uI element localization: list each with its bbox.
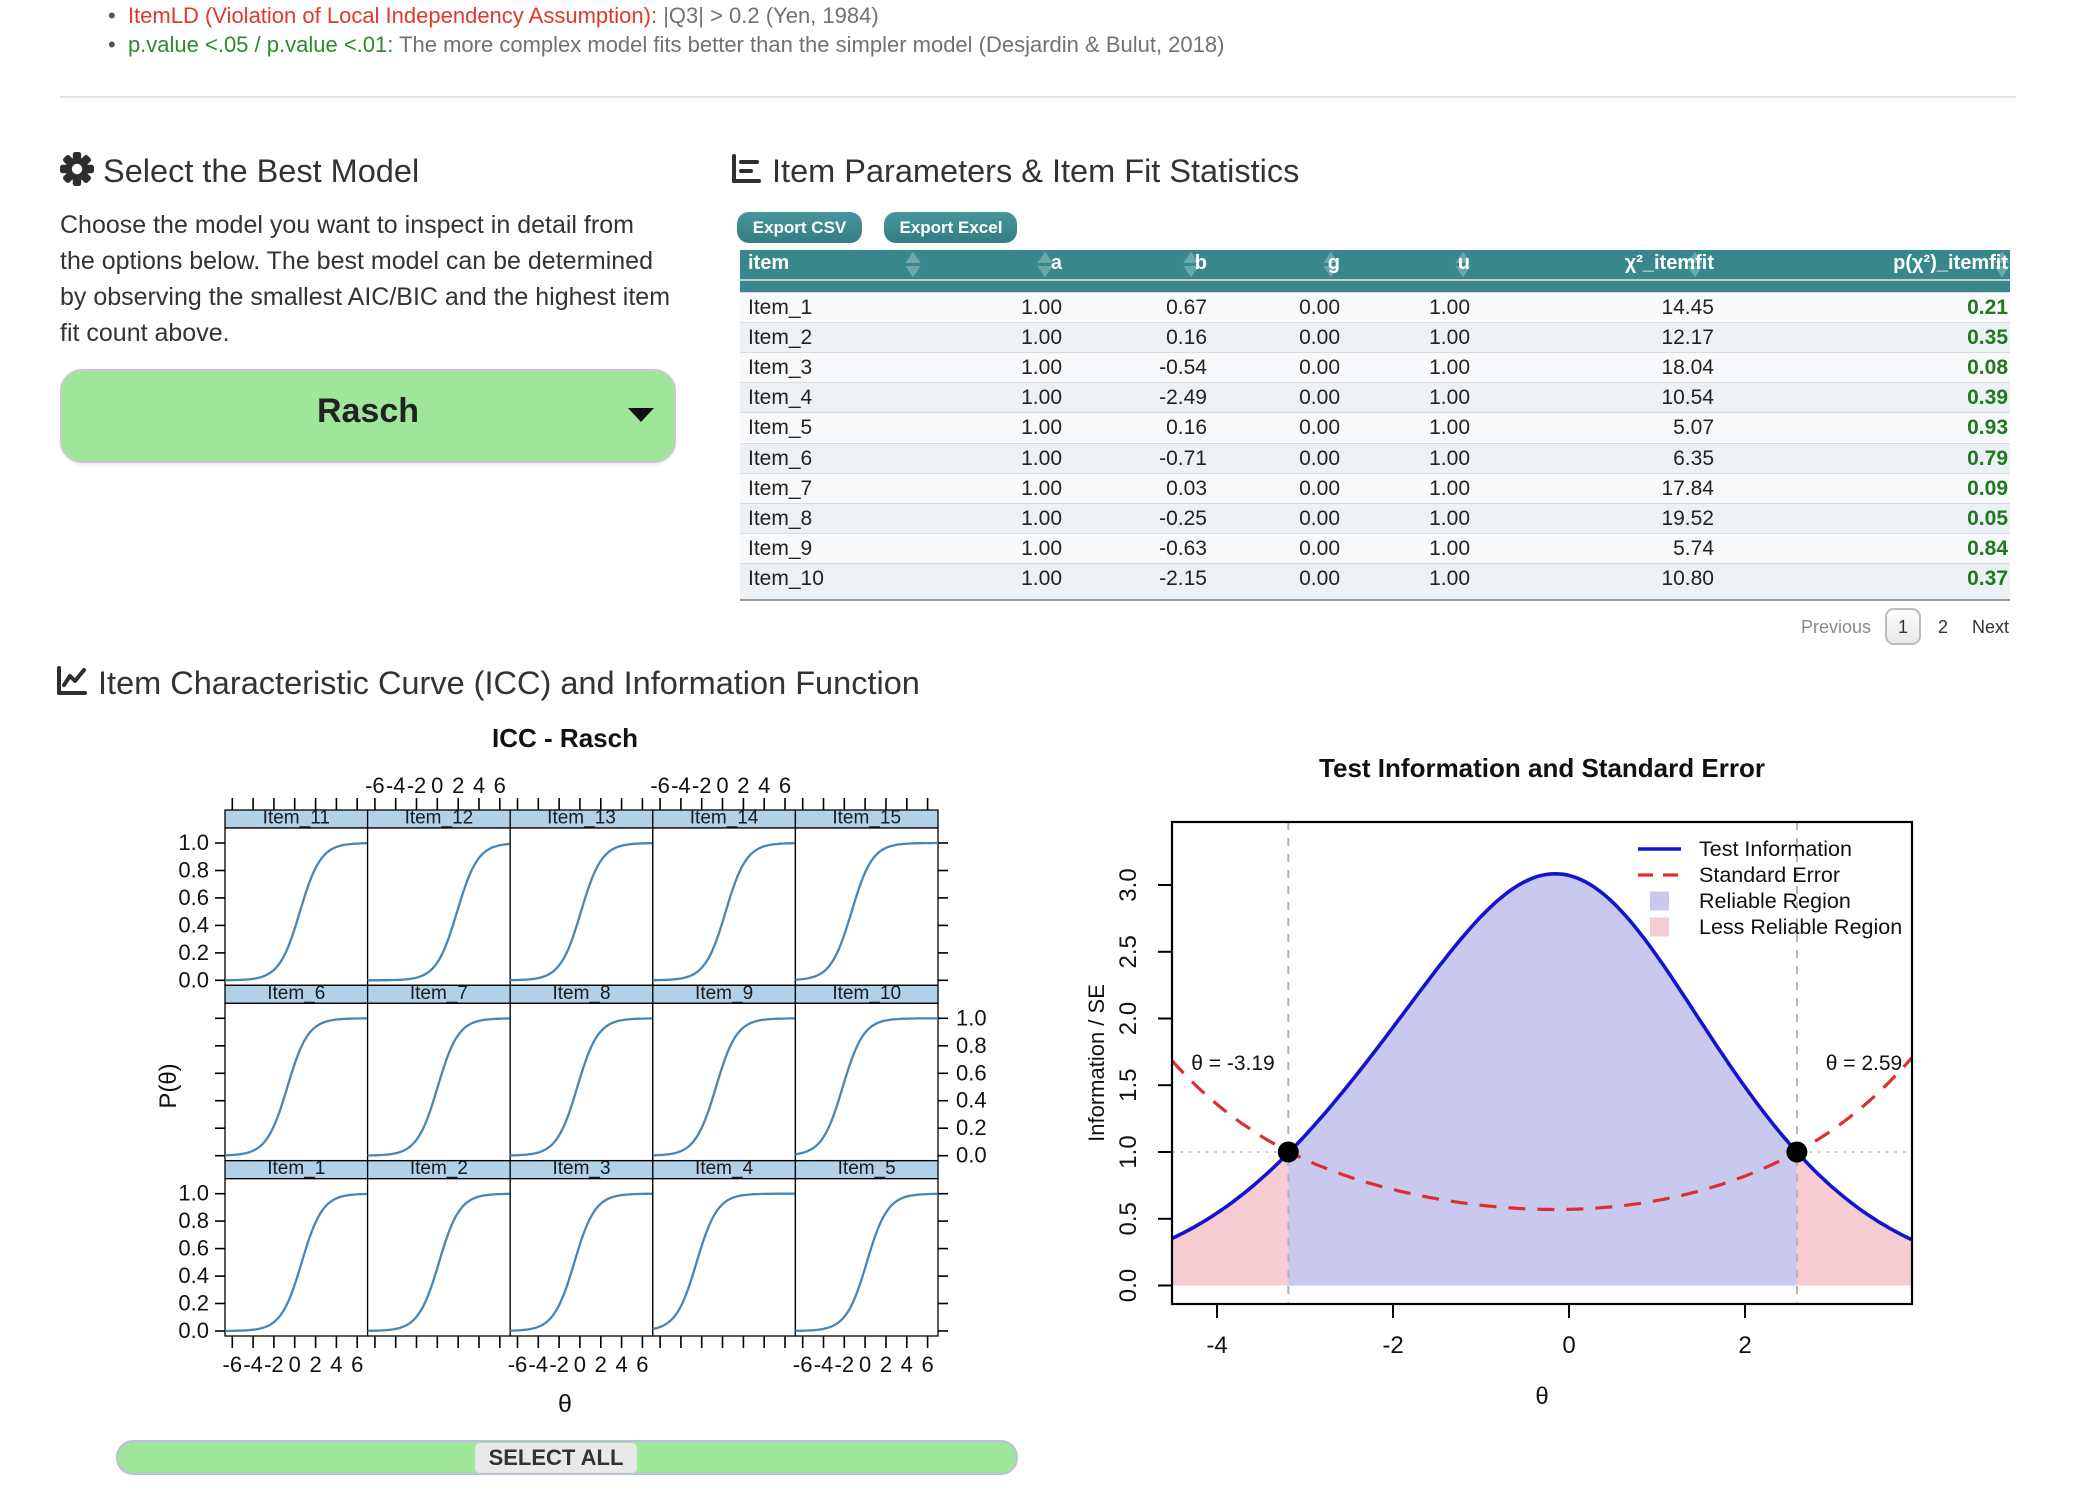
svg-text:0.2: 0.2 <box>956 1115 987 1140</box>
svg-text:Item_9: Item_9 <box>695 983 753 1004</box>
svg-text:-6: -6 <box>365 773 385 798</box>
svg-text:0.8: 0.8 <box>956 1033 987 1058</box>
svg-text:0.4: 0.4 <box>956 1088 987 1113</box>
svg-text:4: 4 <box>473 773 485 798</box>
svg-text:Item_10: Item_10 <box>832 983 901 1004</box>
svg-text:0: 0 <box>716 773 728 798</box>
svg-text:0: 0 <box>859 1352 871 1377</box>
svg-text:0.4: 0.4 <box>178 912 209 937</box>
svg-text:2: 2 <box>880 1352 892 1377</box>
svg-text:-2: -2 <box>407 773 427 798</box>
svg-text:ICC - Rasch: ICC - Rasch <box>492 723 638 753</box>
svg-text:-2: -2 <box>264 1352 284 1377</box>
svg-text:Reliable Region: Reliable Region <box>1699 889 1851 913</box>
svg-text:6: 6 <box>779 773 791 798</box>
svg-text:0.0: 0.0 <box>178 1318 209 1343</box>
svg-text:1.5: 1.5 <box>1115 1069 1142 1102</box>
svg-text:-4: -4 <box>386 773 406 798</box>
svg-text:0.5: 0.5 <box>1115 1202 1142 1235</box>
svg-text:Item_11: Item_11 <box>263 808 330 829</box>
svg-text:2: 2 <box>1738 1332 1751 1359</box>
svg-text:0: 0 <box>1562 1332 1575 1359</box>
svg-text:Item_5: Item_5 <box>838 1158 896 1179</box>
svg-text:-2: -2 <box>1382 1332 1403 1359</box>
svg-text:θ: θ <box>558 1390 572 1418</box>
svg-text:2: 2 <box>737 773 749 798</box>
svg-text:6: 6 <box>351 1352 363 1377</box>
svg-text:-6: -6 <box>793 1352 813 1377</box>
svg-text:4: 4 <box>330 1352 342 1377</box>
svg-text:θ = -3.19: θ = -3.19 <box>1191 1052 1274 1075</box>
svg-text:4: 4 <box>615 1352 627 1377</box>
svg-text:Item_2: Item_2 <box>410 1158 468 1179</box>
svg-text:Less Reliable Region: Less Reliable Region <box>1699 915 1902 939</box>
svg-text:0.2: 0.2 <box>178 1291 209 1316</box>
svg-text:2.5: 2.5 <box>1115 935 1142 968</box>
svg-text:θ = 2.59: θ = 2.59 <box>1826 1052 1902 1075</box>
svg-text:0.0: 0.0 <box>1115 1269 1142 1302</box>
svg-text:0.6: 0.6 <box>178 1236 209 1261</box>
svg-text:-2: -2 <box>835 1352 855 1377</box>
svg-text:0.0: 0.0 <box>178 967 209 992</box>
svg-text:Test Information: Test Information <box>1699 837 1852 861</box>
svg-text:4: 4 <box>758 773 770 798</box>
svg-text:0.6: 0.6 <box>956 1060 987 1085</box>
svg-text:4: 4 <box>901 1352 913 1377</box>
svg-text:Test Information and Standard: Test Information and Standard Error <box>1319 753 1765 783</box>
svg-text:6: 6 <box>494 773 506 798</box>
svg-text:-4: -4 <box>671 773 691 798</box>
svg-text:Item_7: Item_7 <box>410 983 468 1004</box>
svg-text:0.8: 0.8 <box>178 1208 209 1233</box>
svg-text:Item_13: Item_13 <box>547 808 616 829</box>
svg-text:1.0: 1.0 <box>956 1005 987 1030</box>
svg-text:-2: -2 <box>692 773 712 798</box>
svg-text:-6: -6 <box>650 773 670 798</box>
svg-text:6: 6 <box>636 1352 648 1377</box>
svg-text:-2: -2 <box>549 1352 569 1377</box>
svg-text:0: 0 <box>431 773 443 798</box>
svg-text:3.0: 3.0 <box>1115 868 1142 901</box>
svg-text:-6: -6 <box>508 1352 528 1377</box>
svg-text:Information / SE: Information / SE <box>1084 984 1109 1142</box>
svg-text:0: 0 <box>289 1352 301 1377</box>
svg-text:Item_6: Item_6 <box>267 983 325 1004</box>
svg-text:2.0: 2.0 <box>1115 1002 1142 1035</box>
svg-text:1.0: 1.0 <box>178 830 209 855</box>
svg-text:2: 2 <box>309 1352 321 1377</box>
svg-text:0.8: 0.8 <box>178 858 209 883</box>
svg-text:-4: -4 <box>1206 1332 1227 1359</box>
svg-text:Item_4: Item_4 <box>695 1158 754 1179</box>
svg-text:0.4: 0.4 <box>178 1263 209 1288</box>
svg-text:-4: -4 <box>243 1352 263 1377</box>
svg-text:Item_8: Item_8 <box>552 983 610 1004</box>
svg-text:1.0: 1.0 <box>1115 1135 1142 1168</box>
svg-text:0.2: 0.2 <box>178 940 209 965</box>
svg-text:2: 2 <box>595 1352 607 1377</box>
svg-text:θ: θ <box>1535 1383 1548 1410</box>
svg-text:0.6: 0.6 <box>178 885 209 910</box>
svg-text:6: 6 <box>921 1352 933 1377</box>
svg-text:2: 2 <box>452 773 464 798</box>
svg-text:Item_12: Item_12 <box>405 808 474 829</box>
svg-text:-4: -4 <box>529 1352 549 1377</box>
svg-text:1.0: 1.0 <box>178 1181 209 1206</box>
svg-text:Item_3: Item_3 <box>552 1158 610 1179</box>
svg-text:Item_1: Item_1 <box>267 1158 325 1179</box>
svg-text:P(θ): P(θ) <box>155 1063 182 1108</box>
svg-text:Item_14: Item_14 <box>690 808 759 829</box>
svg-text:0: 0 <box>574 1352 586 1377</box>
svg-text:-4: -4 <box>814 1352 834 1377</box>
svg-text:Item_15: Item_15 <box>832 808 901 829</box>
svg-text:Standard Error: Standard Error <box>1699 863 1840 887</box>
svg-text:0.0: 0.0 <box>956 1143 987 1168</box>
svg-text:-6: -6 <box>223 1352 243 1377</box>
